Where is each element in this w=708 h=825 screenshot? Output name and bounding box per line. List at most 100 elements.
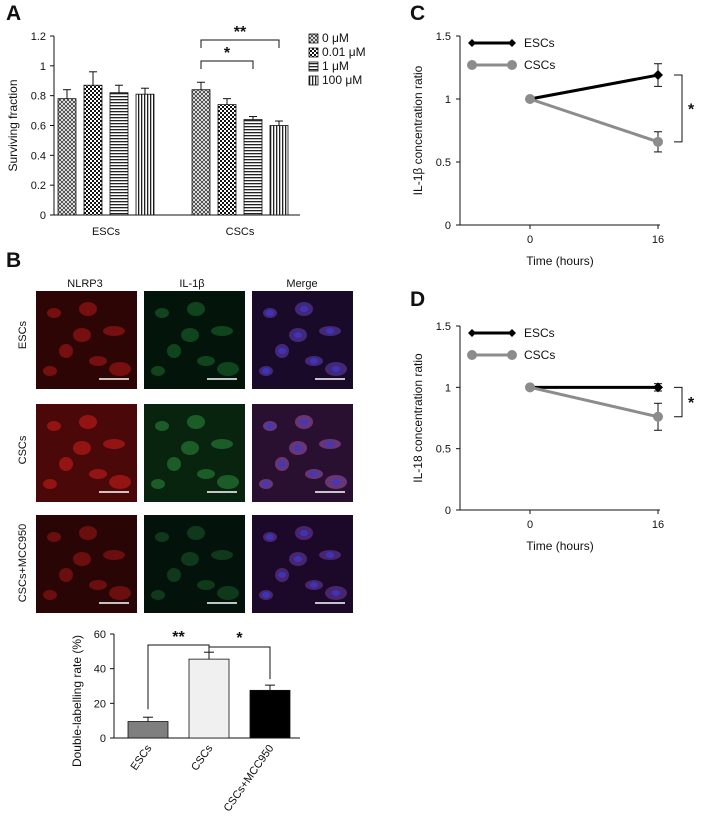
legend-label-100-m: 100 μM <box>322 73 362 87</box>
cell-blob <box>197 580 215 590</box>
nucleus-blob <box>278 461 286 467</box>
y-axis-label: Surviving fraction <box>6 79 20 171</box>
legend-swatch-0-01-m <box>308 47 319 58</box>
nucleus-blob <box>262 592 270 598</box>
cell-blob <box>43 590 57 600</box>
cell-blob <box>187 415 205 429</box>
nucleus-blob <box>300 530 308 536</box>
cell-blob <box>197 356 215 366</box>
y-tick-label: 0.6 <box>31 121 46 133</box>
cell-blob <box>197 469 215 479</box>
y-tick-label: 0 <box>100 733 106 745</box>
cell-blob <box>59 568 73 582</box>
cell-blob <box>103 326 125 336</box>
panel-letter-b: B <box>6 249 21 272</box>
x-axis-label: Time (hours) <box>526 539 594 553</box>
cell-blob <box>181 441 199 455</box>
bar-escs-0-01-m <box>83 84 103 216</box>
bar-escs-100-m <box>135 93 155 216</box>
y-tick-label: 0.5 <box>436 444 451 456</box>
legend-marker <box>507 350 517 360</box>
cell-blob <box>47 421 61 431</box>
point-cscs-0 <box>525 94 535 104</box>
chart-a-surviving-fraction: 0 0.2 0.4 0.6 0.8 1 1.2 Surviving fraction ESCs C… <box>6 24 366 238</box>
cell-blob <box>89 580 107 590</box>
nucleus-blob <box>310 471 318 477</box>
cell-blob <box>151 366 165 376</box>
legend-marker <box>468 329 476 337</box>
legend-marker <box>467 60 477 70</box>
bar-cscs-0-m <box>191 89 211 216</box>
cell-blob <box>59 344 73 358</box>
bar-cscs-mcc950 <box>249 689 291 739</box>
nucleus-blob <box>332 590 340 596</box>
micro-col-label-nlrp3: NLRP3 <box>67 278 102 290</box>
micro-row-label-cscs: CSCs <box>17 435 29 464</box>
significance-bracket <box>200 60 254 69</box>
y-tick-label: 0 <box>445 220 451 232</box>
cell-blob <box>47 532 61 542</box>
nucleus-blob <box>266 423 274 429</box>
micro-row-label-escs: ESCs <box>17 320 29 349</box>
cell-blob <box>89 356 107 366</box>
legend-label-1-m: 1 μM <box>322 59 349 73</box>
x-tick-label: 0 <box>527 519 533 531</box>
cell-blob <box>155 308 169 318</box>
cell-blob <box>79 415 97 429</box>
cell-blob <box>59 457 73 471</box>
significance-label: * <box>688 101 695 118</box>
cell-blob <box>103 550 125 560</box>
bar-cscs-0-01-m <box>217 104 237 216</box>
x-tick-label: 16 <box>652 519 664 531</box>
nucleus-blob <box>332 366 340 372</box>
point-escs-1 <box>653 70 663 81</box>
legend-label-0-m: 0 μM <box>322 31 349 45</box>
micro-row-label-cscs-mcc950: CSCs+MCC950 <box>17 524 29 603</box>
y-tick-label: 20 <box>94 698 106 710</box>
y-tick-label: 60 <box>94 629 106 641</box>
y-tick-label: 1.5 <box>436 321 451 333</box>
nucleus-blob <box>310 358 318 364</box>
panel-letter-c: C <box>410 2 425 25</box>
y-tick-label: 0.5 <box>436 157 451 169</box>
cell-blob <box>73 441 91 455</box>
legend-swatch-0-m <box>308 33 319 44</box>
legend-label-escs: ESCs <box>524 36 555 50</box>
y-axis-label: Double-labelling rate (%) <box>70 635 84 767</box>
x-tick-label: 0 <box>527 234 533 246</box>
nucleus-blob <box>300 419 308 425</box>
chart-c-il1b: 0 0.5 1 1.5 0 16 Time (hours) IL-1β concentrati… <box>411 31 695 268</box>
cell-blob <box>43 366 57 376</box>
legend-marker <box>508 39 516 47</box>
cell-blob <box>217 586 239 600</box>
x-category-label: ESCs <box>128 742 154 772</box>
cell-blob <box>211 326 233 336</box>
legend-marker <box>507 60 517 70</box>
cell-blob <box>109 475 131 489</box>
legend-marker <box>508 329 516 337</box>
cell-blob <box>73 328 91 342</box>
y-tick-label: 0.4 <box>31 150 46 162</box>
nucleus-blob <box>294 332 302 338</box>
cell-blob <box>109 362 131 376</box>
y-tick-label: 1 <box>445 382 451 394</box>
bar-escs-1-m <box>109 92 129 216</box>
nucleus-blob <box>300 306 308 312</box>
significance-bracket <box>200 39 280 48</box>
y-tick-label: 0 <box>40 210 46 222</box>
y-tick-label: 0.2 <box>31 180 46 192</box>
legend-label-0-01-m: 0.01 μM <box>322 45 366 59</box>
nucleus-blob <box>262 368 270 374</box>
significance-label: * <box>224 45 231 62</box>
significance-bracket <box>674 74 683 143</box>
nucleus-blob <box>326 328 334 334</box>
significance-label: ** <box>172 629 185 646</box>
nucleus-blob <box>262 481 270 487</box>
nucleus-blob <box>278 348 286 354</box>
y-tick-label: 1.5 <box>436 31 451 43</box>
micrograph-grid: NLRP3 IL-1β Merge ESCs CSCs CSCs+MCC950 <box>17 278 353 613</box>
cell-blob <box>181 328 199 342</box>
legend-marker <box>468 39 476 47</box>
cell-blob <box>181 552 199 566</box>
x-category-label: CSCs <box>189 742 216 773</box>
